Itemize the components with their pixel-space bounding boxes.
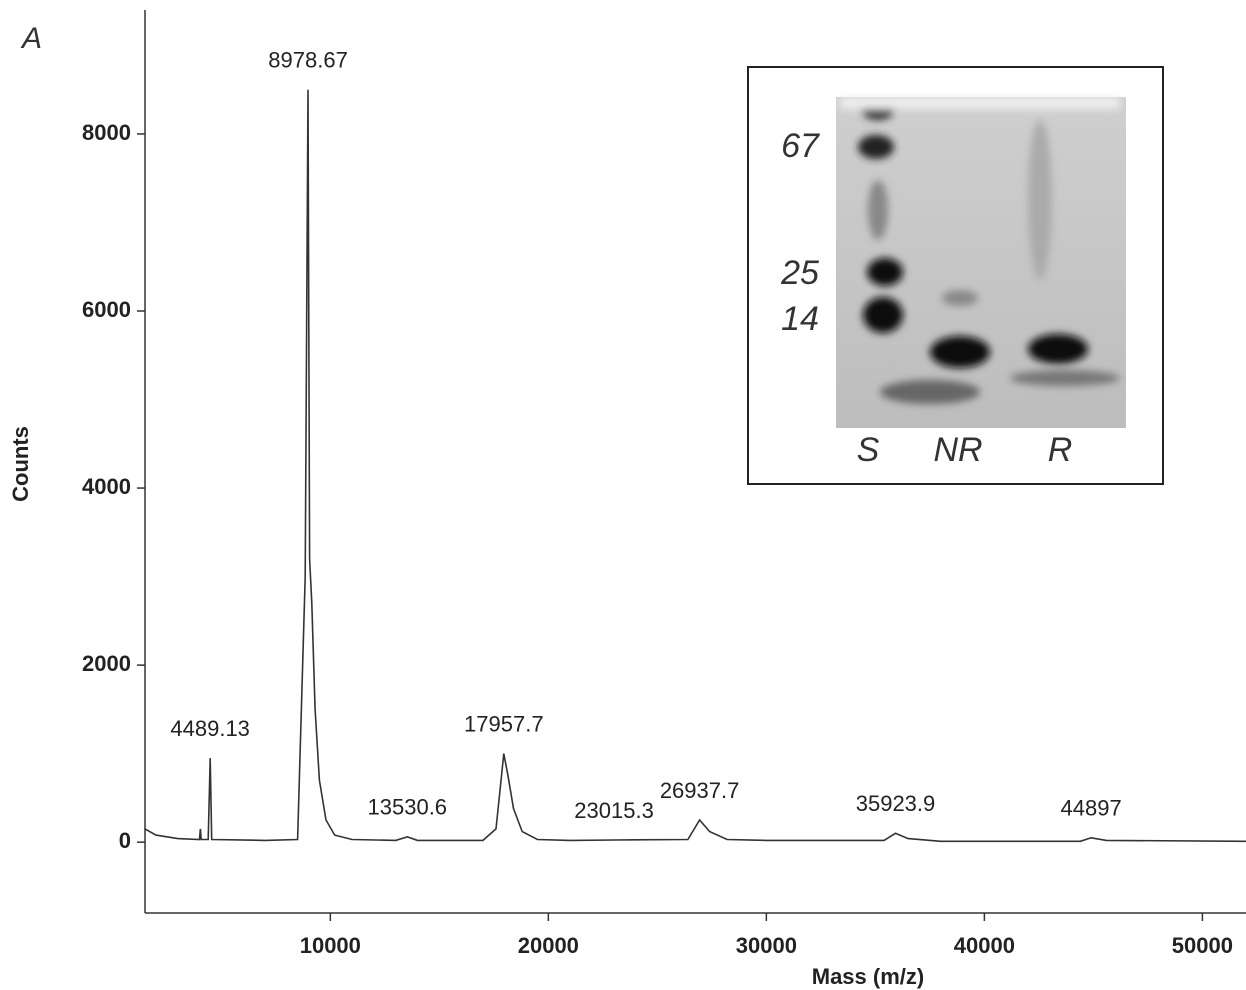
peak-label: 23015.3 (574, 798, 654, 823)
peak-label: 44897 (1061, 796, 1122, 821)
peak-label: 8978.67 (268, 47, 348, 72)
gel-lane-label: R (1048, 431, 1073, 469)
peak-label: 13530.6 (368, 795, 448, 820)
x-tick-label: 50000 (1172, 933, 1233, 958)
gel-marker-label: 25 (780, 254, 819, 292)
gel-lane-label: NR (933, 431, 982, 469)
panel-label: A (20, 22, 42, 55)
peak-label: 26937.7 (660, 778, 740, 803)
y-tick-label: 6000 (82, 297, 131, 322)
x-tick-label: 40000 (954, 933, 1015, 958)
x-tick-label: 10000 (300, 933, 361, 958)
inset (747, 66, 1164, 485)
peak-label: 17957.7 (464, 711, 544, 736)
spectrum-line (144, 89, 1246, 843)
y-tick-label: 4000 (82, 474, 131, 499)
y-tick-label: 8000 (82, 120, 131, 145)
gel-marker-label: 14 (781, 300, 819, 338)
peak-label: 35923.9 (856, 791, 936, 816)
x-tick-label: 30000 (736, 933, 797, 958)
x-axis-title: Mass (m/z) (812, 964, 924, 989)
y-tick-label: 0 (119, 828, 131, 853)
y-tick-label: 2000 (82, 651, 131, 676)
y-axis-title: Counts (8, 426, 33, 502)
peak-label: 4489.13 (170, 716, 250, 741)
gel-marker-label: 67 (781, 127, 820, 165)
x-tick-label: 20000 (518, 933, 579, 958)
gel-lane-label: S (857, 431, 880, 469)
gel-bands (840, 97, 1120, 404)
